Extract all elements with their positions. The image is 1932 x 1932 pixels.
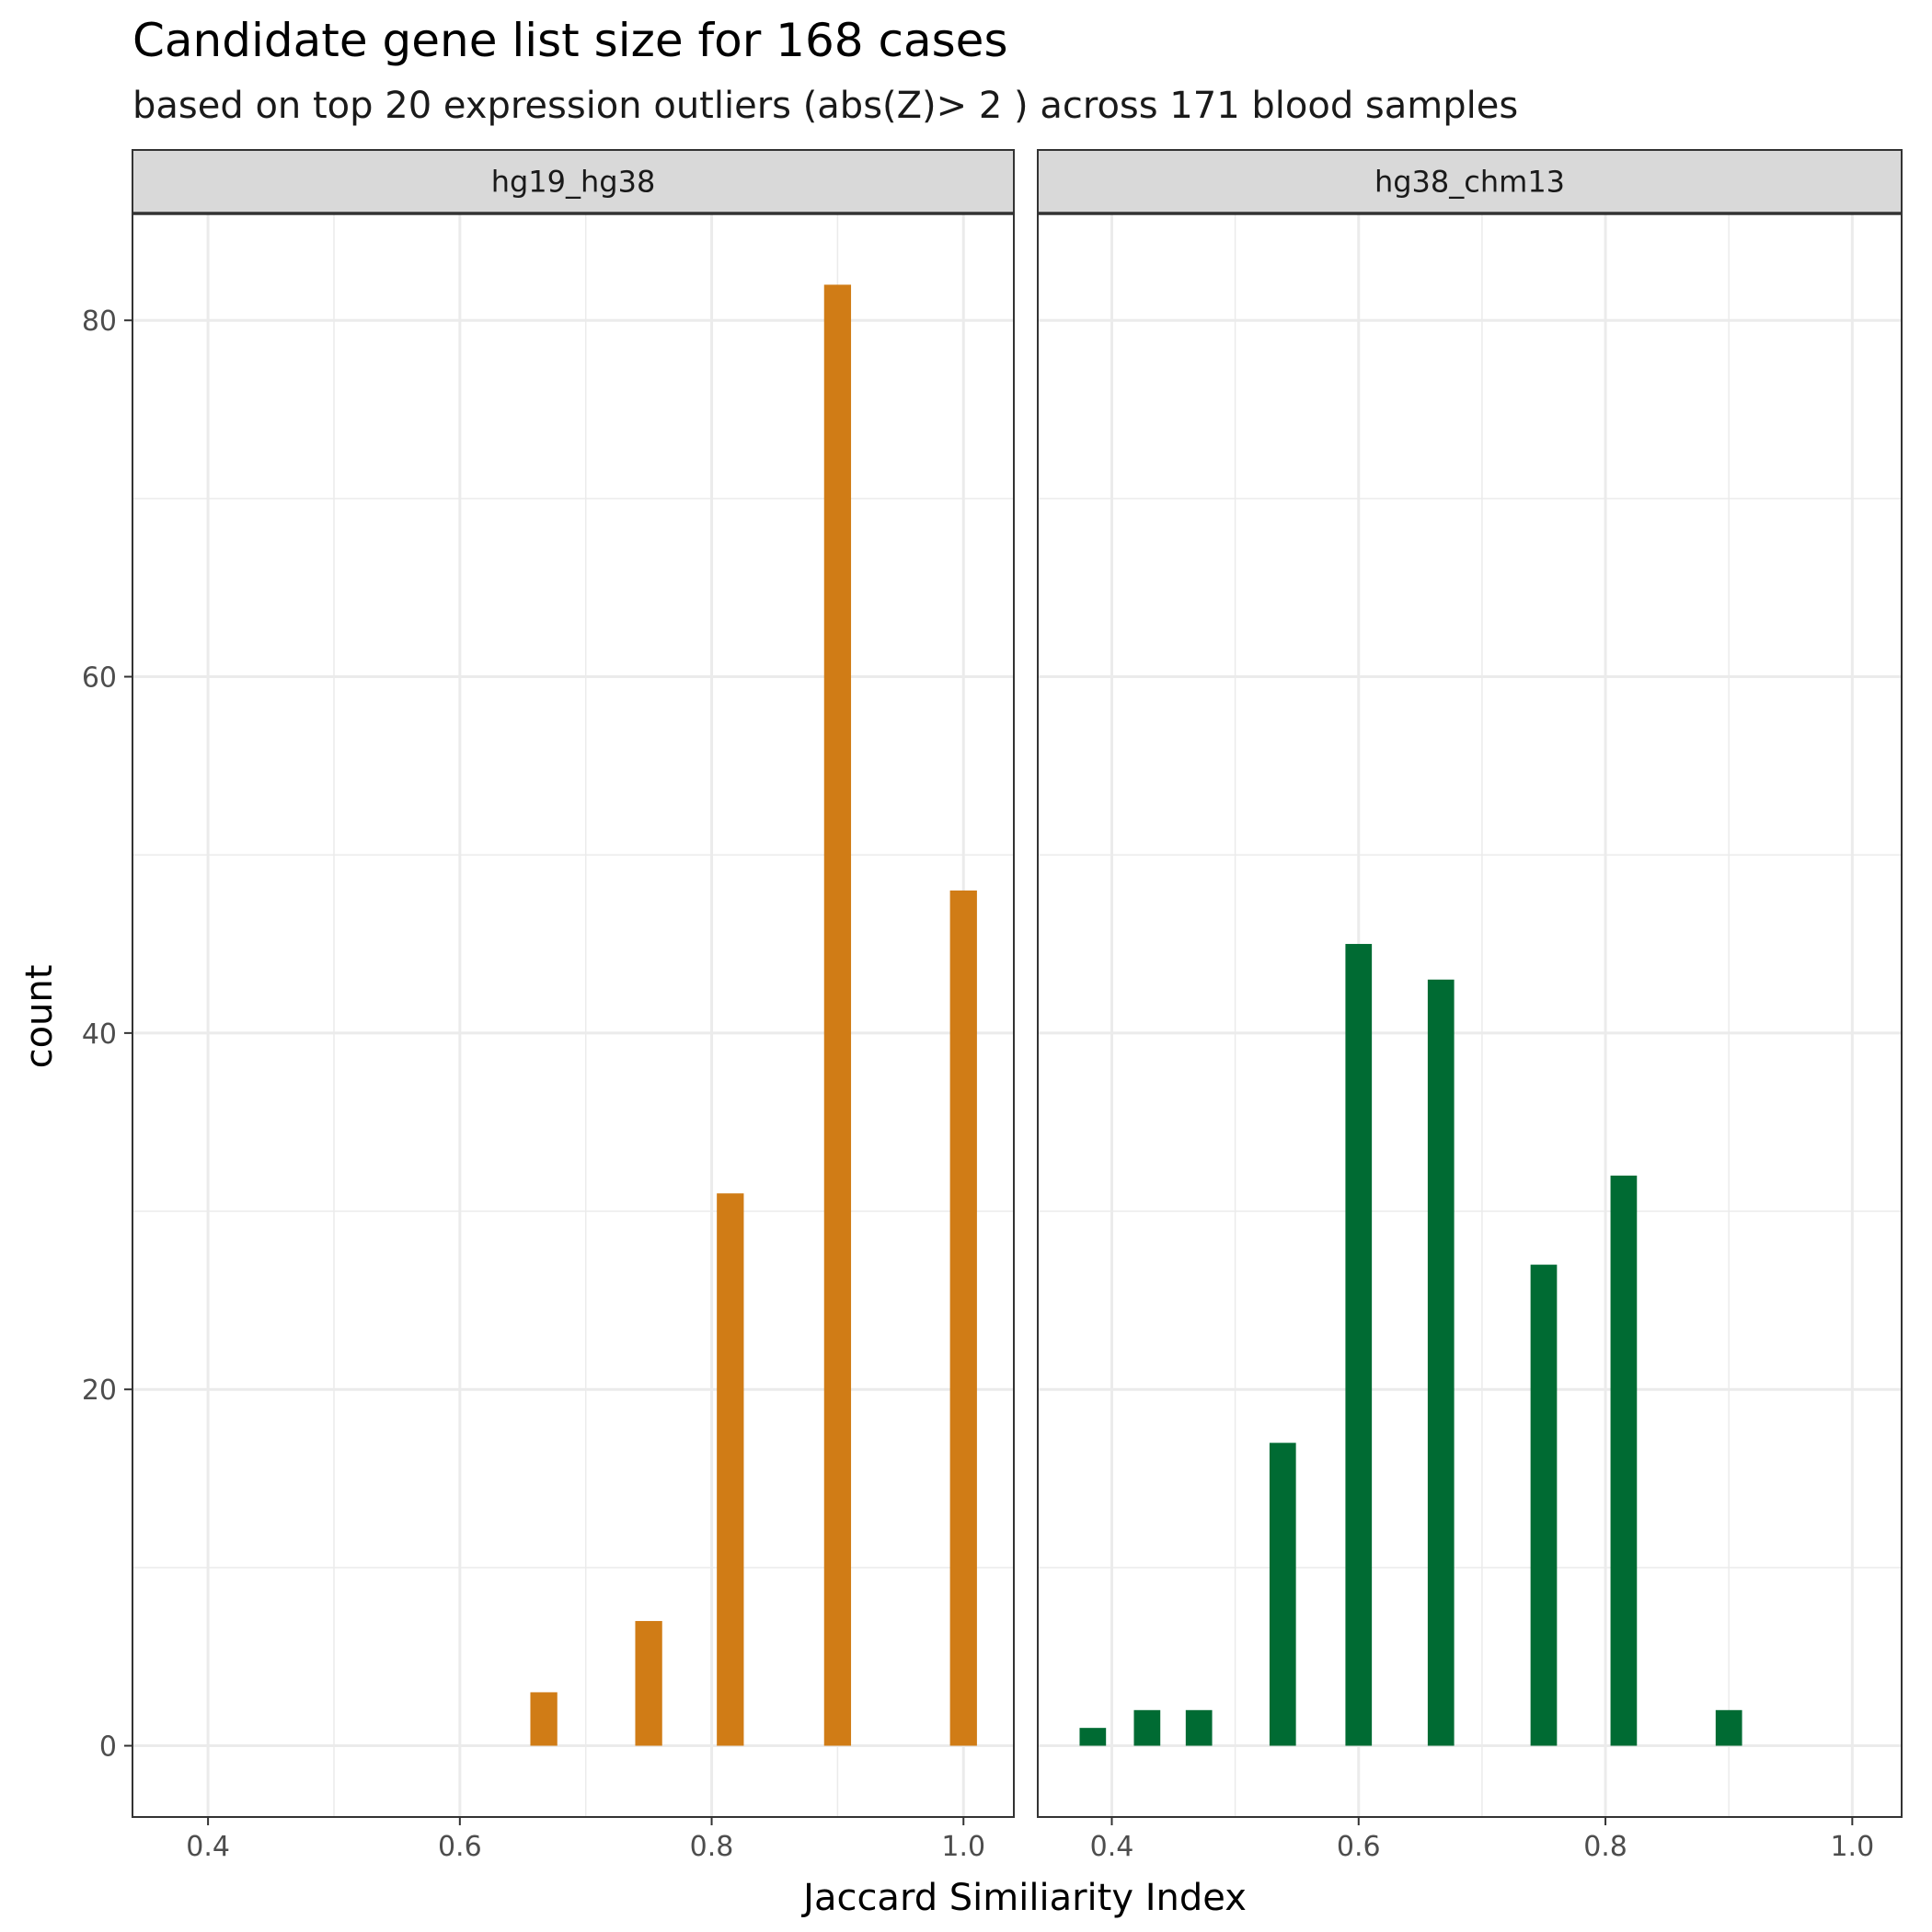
y-tick-label: 40: [82, 1018, 117, 1051]
bar: [1185, 1709, 1213, 1746]
y-tick-label: 0: [99, 1731, 117, 1764]
x-tick-label: 1.0: [1830, 1831, 1874, 1863]
y-tick-label: 80: [82, 305, 117, 338]
chart-title: Candidate gene list size for 168 cases: [132, 14, 1008, 67]
bar: [823, 284, 852, 1746]
bar: [1269, 1443, 1296, 1746]
bar: [1345, 944, 1373, 1746]
bar: [1133, 1709, 1161, 1746]
x-tick-label: 0.6: [438, 1831, 482, 1863]
x-tick-label: 0.4: [1090, 1831, 1134, 1863]
panel-background: [132, 213, 1014, 1817]
facet-label: hg19_hg38: [491, 165, 656, 200]
bar: [949, 890, 977, 1746]
x-tick-label: 0.4: [186, 1831, 230, 1863]
panel-hg19_hg38: hg19_hg38 0.4 0.6 0.8 1.0: [132, 149, 1015, 1863]
bar: [1427, 979, 1455, 1746]
y-tick-label: 60: [82, 662, 117, 695]
bar: [717, 1193, 744, 1746]
bar: [1530, 1264, 1558, 1746]
panel-hg38_chm13: hg38_chm13 0.4 0.6 0.8 1.0: [1037, 149, 1903, 1863]
bar: [1610, 1175, 1638, 1746]
x-tick-label: 0.6: [1337, 1831, 1381, 1863]
x-tick-label: 1.0: [941, 1831, 985, 1863]
bar: [635, 1620, 662, 1746]
y-tick-label: 20: [82, 1374, 117, 1407]
panel-background: [1038, 213, 1902, 1817]
y-axis: 0 20 40 60 80: [82, 305, 132, 1764]
y-axis-title: count: [18, 965, 61, 1069]
bar: [530, 1692, 558, 1746]
bar: [1079, 1728, 1107, 1746]
facet-strip: [1037, 149, 1903, 214]
x-axis-title: Jaccard Similiarity Index: [800, 1877, 1247, 1919]
panels-layer: hg19_hg38 0.4 0.6 0.8 1.0 hg38_chm13 0.4 0.6 0.8…: [132, 149, 1903, 1863]
facet-label: hg38_chm13: [1374, 165, 1565, 200]
chart-subtitle: based on top 20 expression outliers (abs…: [132, 85, 1518, 127]
bar: [1715, 1709, 1742, 1746]
x-tick-label: 0.8: [1583, 1831, 1627, 1863]
x-tick-label: 0.8: [690, 1831, 734, 1863]
